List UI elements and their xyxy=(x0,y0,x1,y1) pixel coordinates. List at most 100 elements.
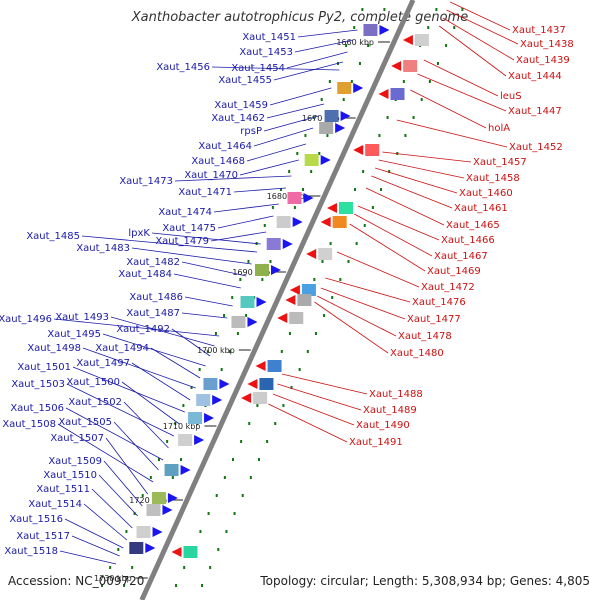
gene-arrow-reverse xyxy=(289,285,300,295)
track-tick xyxy=(353,26,356,29)
track-tick xyxy=(271,206,274,209)
track-tick xyxy=(298,368,301,371)
gene-label-forward: Xaut_1501 xyxy=(17,362,71,373)
track-tick xyxy=(183,566,186,569)
track-tick xyxy=(245,314,248,317)
track-tick xyxy=(233,512,236,515)
gene-label-forward: Xaut_1487 xyxy=(126,308,180,319)
gene-arrow-forward xyxy=(320,155,331,165)
track-tick xyxy=(428,80,431,83)
gene-leader-line xyxy=(378,159,465,179)
track-tick xyxy=(266,440,269,443)
gene-leader-line xyxy=(131,362,191,401)
gene-box-reverse xyxy=(332,216,347,228)
track-tick xyxy=(342,98,345,101)
gene-label-forward: Xaut_1505 xyxy=(58,417,112,428)
gene-box-forward xyxy=(319,122,334,134)
track-tick xyxy=(331,296,334,299)
gene-label-reverse: Xaut_1452 xyxy=(509,142,563,153)
gene-leader-line xyxy=(382,151,472,163)
gene-box-reverse xyxy=(301,284,316,296)
track-tick xyxy=(320,98,323,101)
track-tick xyxy=(329,242,332,245)
gene-label-forward: Xaut_1510 xyxy=(43,470,97,481)
track-tick xyxy=(171,476,174,479)
track-tick xyxy=(288,170,291,173)
gene-leader-line xyxy=(239,159,299,176)
track-tick xyxy=(350,80,353,83)
track-tick xyxy=(125,530,128,533)
gene-label-forward: Xaut_1483 xyxy=(76,243,130,254)
track-tick xyxy=(402,80,405,83)
track-tick xyxy=(345,44,348,47)
track-tick xyxy=(269,260,272,263)
track-tick xyxy=(209,566,212,569)
gene-leader-line xyxy=(253,127,314,147)
gene-arrow-forward xyxy=(219,379,230,389)
gene-leader-line xyxy=(320,287,406,320)
gene-leader-line xyxy=(53,318,220,337)
gene-leader-line xyxy=(113,421,159,471)
track-tick xyxy=(363,224,366,227)
track-tick xyxy=(109,566,112,569)
gene-box-forward xyxy=(203,378,218,390)
gene-label-reverse: Xaut_1466 xyxy=(441,235,495,246)
gene-leader-line xyxy=(349,223,426,272)
gene-arrow-forward xyxy=(256,297,267,307)
gene-arrow-forward xyxy=(282,239,293,249)
track-tick xyxy=(386,116,389,119)
gene-leader-line xyxy=(171,328,211,357)
track-tick xyxy=(174,422,177,425)
gene-arrow-reverse xyxy=(320,217,331,227)
track-tick xyxy=(321,260,324,263)
gene-box-forward xyxy=(304,154,319,166)
track-tick xyxy=(179,458,182,461)
gene-label-forward: Xaut_1479 xyxy=(155,236,209,247)
gene-leader-line xyxy=(314,301,389,354)
gene-box-forward xyxy=(151,492,166,504)
gene-leader-line xyxy=(71,535,120,557)
gene-label-reverse: Xaut_1490 xyxy=(356,420,410,431)
gene-label-forward: Xaut_1507 xyxy=(50,433,104,444)
gene-label-reverse: Xaut_1465 xyxy=(446,220,500,231)
track-tick xyxy=(354,188,357,191)
map-title: Xanthobacter autotrophicus Py2, complete… xyxy=(131,10,469,25)
gene-label-forward: Xaut_1502 xyxy=(68,397,122,408)
gene-leader-line xyxy=(268,403,348,443)
track-tick xyxy=(256,404,259,407)
track-tick xyxy=(378,134,381,137)
gene-box-forward xyxy=(337,82,352,94)
track-tick xyxy=(306,350,309,353)
gene-arrow-reverse xyxy=(171,547,182,557)
gene-leader-line xyxy=(59,550,117,565)
gene-leader-line xyxy=(83,503,128,541)
gene-label-forward: Xaut_1485 xyxy=(26,231,80,242)
track-tick xyxy=(201,584,204,587)
track-tick xyxy=(380,188,383,191)
gene-leader-line xyxy=(317,295,397,337)
gene-label-forward: lpxK xyxy=(128,228,150,239)
gene-leader-line xyxy=(72,366,185,413)
track-tick xyxy=(123,584,126,587)
gene-leader-line xyxy=(64,518,124,549)
gene-label-reverse: Xaut_1476 xyxy=(412,297,466,308)
track-tick xyxy=(236,332,239,335)
gene-leader-line xyxy=(449,1,511,31)
gene-label-reverse: Xaut_1460 xyxy=(459,188,513,199)
gene-leader-line xyxy=(423,59,499,97)
gene-label-forward: Xaut_1455 xyxy=(218,75,272,86)
gene-label-forward: Xaut_1497 xyxy=(76,358,130,369)
gene-label-reverse: holA xyxy=(488,123,510,134)
gene-label-forward: Xaut_1473 xyxy=(119,176,173,187)
track-tick xyxy=(358,62,361,65)
gene-label-reverse: Xaut_1438 xyxy=(520,39,574,50)
gene-box-forward xyxy=(129,542,144,554)
gene-label-forward: Xaut_1498 xyxy=(27,343,81,354)
gene-box-reverse xyxy=(297,294,312,306)
track-tick xyxy=(302,188,305,191)
gene-label-forward: Xaut_1474 xyxy=(158,207,212,218)
gene-box-forward xyxy=(266,238,281,250)
track-tick xyxy=(288,332,291,335)
